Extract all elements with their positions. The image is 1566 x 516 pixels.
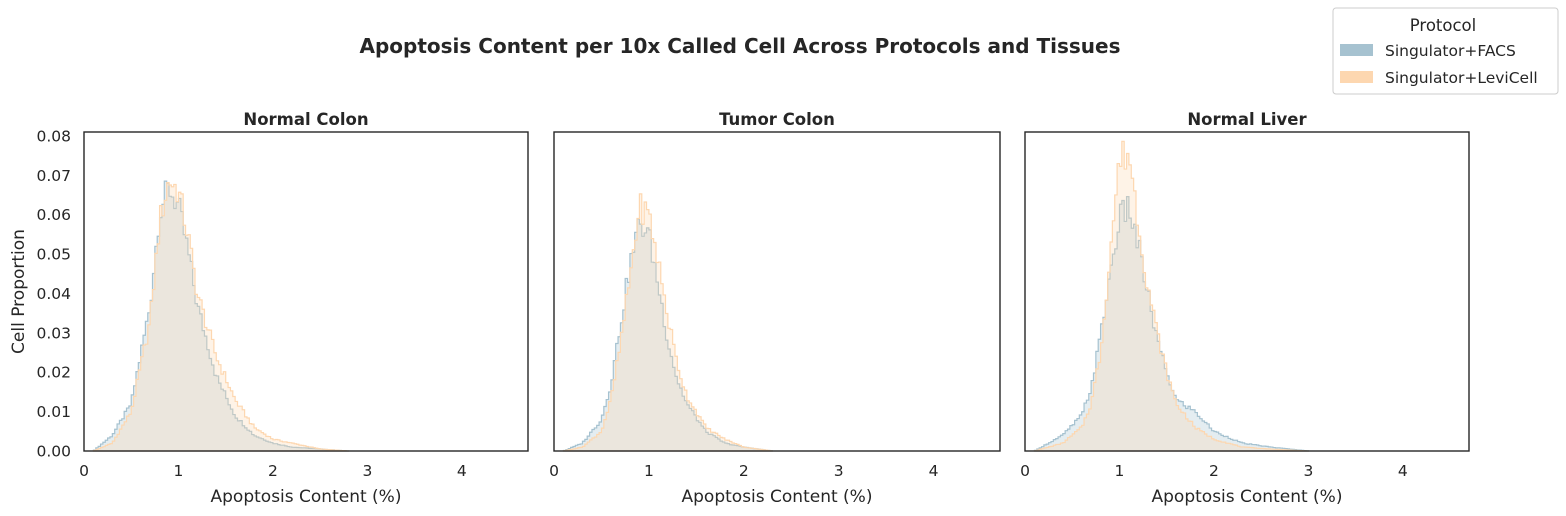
x-tick-label: 4 — [1398, 462, 1408, 480]
legend-title: Protocol — [1410, 16, 1477, 35]
series-singulator-levicell — [562, 193, 773, 452]
x-tick-labels: 0 1 2 3 4 — [549, 462, 938, 480]
figure-title: Apoptosis Content per 10x Called Cell Ac… — [360, 34, 1121, 58]
legend-label-levicell: Singulator+LeviCell — [1385, 69, 1538, 87]
panel-title: Normal Liver — [1187, 110, 1307, 129]
series-singulator-levicell — [1033, 140, 1309, 452]
x-tick-labels: 0 1 2 3 4 — [79, 462, 467, 480]
y-tick-label: 0.03 — [36, 324, 71, 342]
legend: Protocol Singulator+FACS Singulator+Levi… — [1332, 7, 1559, 95]
panel-tumor-colon: Tumor Colon 0 1 2 3 4 Apoptosis Content (%) — [549, 110, 1001, 507]
histogram-marks — [1033, 140, 1309, 452]
legend-swatch-levicell — [1340, 71, 1373, 83]
legend-label-facs: Singulator+FACS — [1385, 42, 1516, 60]
legend-swatch-facs — [1340, 44, 1373, 56]
plot-frame — [1024, 131, 1470, 452]
y-tick-label: 0.02 — [36, 364, 71, 382]
panel-title: Tumor Colon — [719, 110, 835, 129]
x-tick-label: 2 — [739, 462, 749, 480]
x-tick-label: 0 — [549, 462, 559, 480]
x-tick-label: 0 — [79, 462, 89, 480]
x-tick-label: 2 — [268, 462, 278, 480]
y-tick-label: 0.08 — [36, 127, 71, 145]
histogram-marks — [92, 180, 350, 452]
x-tick-label: 3 — [834, 462, 844, 480]
series-singulator-levicell — [92, 182, 350, 452]
x-tick-label: 3 — [1303, 462, 1313, 480]
y-tick-label: 0.05 — [36, 246, 71, 264]
x-tick-label: 2 — [1209, 462, 1219, 480]
x-tick-label: 1 — [644, 462, 654, 480]
panel-title: Normal Colon — [243, 110, 368, 129]
x-tick-label: 1 — [1115, 462, 1125, 480]
x-axis-label: Apoptosis Content (%) — [211, 487, 402, 507]
panel-normal-liver: Normal Liver 0 1 2 3 4 Apoptosis Content (%) — [1020, 110, 1470, 507]
histogram-marks — [562, 193, 773, 452]
x-tick-label: 4 — [457, 462, 467, 480]
y-tick-label: 0.04 — [36, 285, 71, 303]
y-tick-label: 0.01 — [36, 403, 71, 421]
plot-frame — [83, 131, 529, 452]
y-tick-label: 0.06 — [36, 206, 71, 224]
y-tick-label: 0.00 — [36, 443, 71, 461]
x-tick-label: 4 — [929, 462, 939, 480]
legend-frame — [1332, 7, 1559, 95]
x-axis-label: Apoptosis Content (%) — [1152, 487, 1343, 507]
x-tick-labels: 0 1 2 3 4 — [1020, 462, 1408, 480]
y-tick-labels: 0.00 0.01 0.02 0.03 0.04 0.05 0.06 0.07 0.08 — [36, 127, 71, 460]
y-tick-label: 0.07 — [36, 167, 71, 185]
x-axis-label: Apoptosis Content (%) — [682, 487, 873, 507]
x-tick-label: 1 — [174, 462, 184, 480]
x-tick-label: 3 — [362, 462, 372, 480]
x-tick-label: 0 — [1020, 462, 1030, 480]
plot-frame — [553, 131, 1001, 452]
y-axis-label: Cell Proportion — [9, 229, 29, 354]
